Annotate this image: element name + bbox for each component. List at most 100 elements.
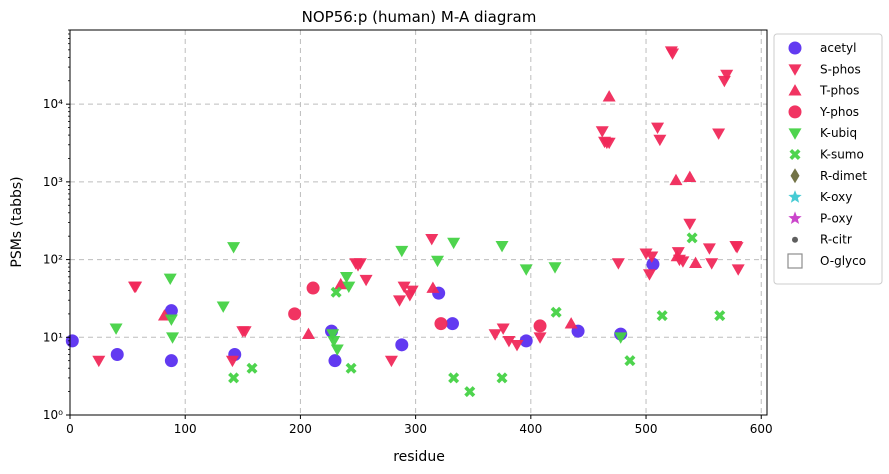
s-phos-point xyxy=(653,134,667,147)
k-sumo-point xyxy=(330,286,342,298)
legend-marker-k-sumo xyxy=(789,149,801,160)
legend-marker-k-oxy xyxy=(788,190,802,203)
k-ubiq-point xyxy=(216,301,230,313)
acetyl-point xyxy=(445,317,459,331)
k-sumo-point xyxy=(550,306,562,318)
x-axis: 0 100 200 300 400 500 600 xyxy=(66,415,773,436)
y-tick-label: 10⁰ xyxy=(43,408,63,422)
k-sumo-point xyxy=(448,372,460,384)
x-tick-label: 500 xyxy=(635,422,658,436)
t-phos-point xyxy=(426,281,440,293)
data-points xyxy=(65,46,745,398)
legend-marker-p-oxy xyxy=(788,211,802,225)
k-ubiq-point xyxy=(327,335,341,348)
s-phos-point xyxy=(611,258,625,270)
t-phos-point xyxy=(670,249,684,262)
k-sumo-point xyxy=(496,372,508,384)
acetyl-point xyxy=(519,334,533,348)
legend-marker-acetyl xyxy=(788,41,802,55)
s-phos-point xyxy=(392,295,406,307)
s-phos-point xyxy=(651,122,665,135)
legend-label-s-phos: S-phos xyxy=(820,62,861,76)
s-phos-point xyxy=(602,137,616,150)
s-phos-point xyxy=(353,258,367,270)
k-sumo-point xyxy=(464,386,476,398)
s-phos-point xyxy=(666,48,680,60)
legend-label-p-oxy: P-oxy xyxy=(820,211,853,225)
s-phos-point xyxy=(359,274,373,287)
s-phos-point xyxy=(533,332,547,344)
s-phos-point xyxy=(642,269,656,281)
s-phos-point xyxy=(502,335,516,348)
x-tick-label: 100 xyxy=(174,422,197,436)
k-ubiq-point xyxy=(614,332,628,344)
legend-label-k-sumo: K-sumo xyxy=(820,148,864,162)
t-phos-point xyxy=(564,317,578,329)
k-ubiq-point xyxy=(330,344,344,356)
s-phos-point xyxy=(384,355,398,368)
legend-marker-s-phos xyxy=(788,64,802,76)
k-ubiq-point xyxy=(447,237,461,250)
k-sumo-point xyxy=(656,310,668,322)
s-phos-point xyxy=(702,243,716,255)
s-phos-point xyxy=(645,251,659,263)
k-ubiq-point xyxy=(227,242,241,254)
s-phos-point xyxy=(639,248,653,260)
acetyl-point xyxy=(164,354,178,368)
x-tick-label: 300 xyxy=(404,422,427,436)
chart-title: NOP56:p (human) M-A diagram xyxy=(302,8,537,26)
s-phos-point xyxy=(225,355,239,368)
k-ubiq-point xyxy=(495,241,509,253)
k-ubiq-point xyxy=(166,332,180,344)
x-tick-label: 200 xyxy=(289,422,312,436)
k-ubiq-point xyxy=(519,264,533,276)
legend-label-t-phos: T-phos xyxy=(819,84,859,98)
y-phos-point xyxy=(288,307,302,321)
s-phos-point xyxy=(496,323,510,335)
y-axis-label: PSMs (tabbs) xyxy=(9,176,25,267)
y-phos-point xyxy=(306,281,320,295)
legend: acetyl S-phos T-phos Y-phos K-ubiq K-sumo R-di… xyxy=(773,33,883,285)
k-ubiq-point xyxy=(163,273,177,286)
k-sumo-point xyxy=(686,232,698,244)
y-axis: 10⁰ 10¹ 10² 10³ 10⁴ xyxy=(43,29,70,422)
legend-marker-r-citr xyxy=(792,236,798,243)
s-phos-point xyxy=(683,218,697,231)
k-sumo-point xyxy=(345,362,357,374)
s-phos-point xyxy=(712,128,726,140)
y-tick-label: 10³ xyxy=(43,175,63,189)
y-tick-label: 10⁴ xyxy=(43,97,63,111)
legend-label-acetyl: acetyl xyxy=(820,41,856,55)
x-tick-label: 0 xyxy=(66,422,74,436)
legend-label-y-phos: Y-phos xyxy=(819,105,859,119)
t-phos-point xyxy=(301,327,315,339)
k-ubiq-point xyxy=(326,329,340,341)
k-sumo-point xyxy=(246,362,258,374)
legend-marker-k-ubiq xyxy=(788,128,802,140)
legend-label-k-ubiq: K-ubiq xyxy=(820,126,857,140)
legend-label-r-dimet: R-dimet xyxy=(820,169,867,183)
legend-frame xyxy=(773,33,883,285)
s-phos-point xyxy=(705,258,719,270)
acetyl-point xyxy=(395,338,409,352)
y-phos-point xyxy=(434,317,448,331)
k-sumo-point xyxy=(624,355,636,367)
s-phos-point xyxy=(129,281,143,294)
legend-marker-t-phos xyxy=(788,84,802,96)
y-phos-point xyxy=(533,319,547,333)
s-phos-point xyxy=(720,69,734,82)
s-phos-point xyxy=(510,339,524,352)
t-phos-point xyxy=(602,90,616,102)
s-phos-point xyxy=(731,264,745,276)
legend-label-o-glyco: O-glyco xyxy=(820,254,866,268)
k-ubiq-point xyxy=(339,271,353,284)
x-axis-label: residue xyxy=(393,449,445,465)
s-phos-point xyxy=(730,242,744,254)
k-sumo-point xyxy=(714,310,726,322)
k-ubiq-point xyxy=(342,281,356,294)
t-phos-point xyxy=(689,256,703,269)
s-phos-point xyxy=(595,126,609,138)
acetyl-point xyxy=(110,348,124,362)
legend-marker-r-dimet xyxy=(790,168,800,184)
